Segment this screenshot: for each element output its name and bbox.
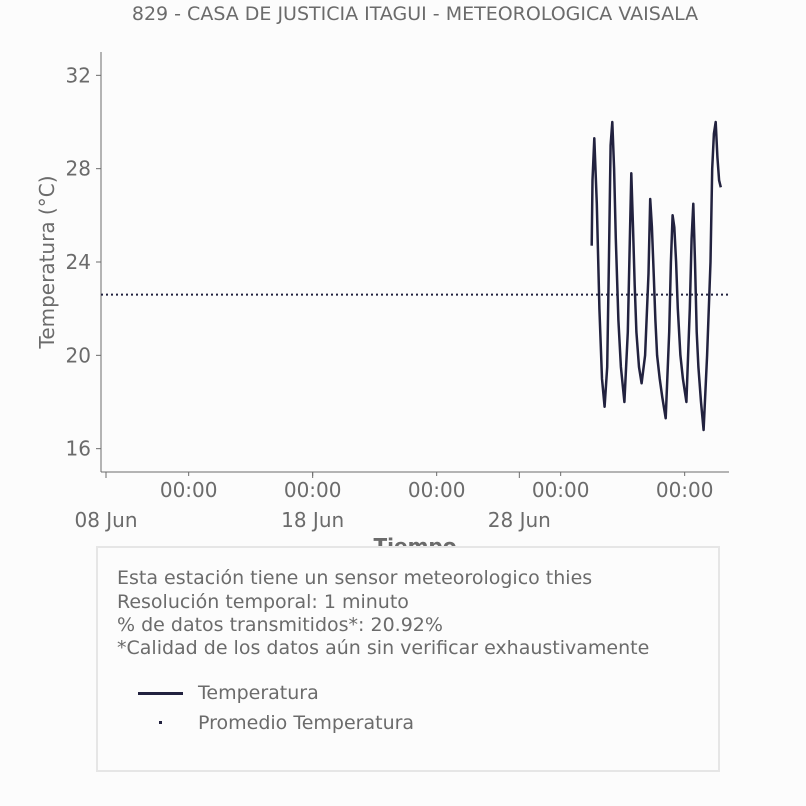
transmitted-data-note: % de datos transmitidos*: 20.92% xyxy=(117,614,443,636)
legend-dot-swatch xyxy=(159,721,162,724)
x-minor-tick-label: 00:00 xyxy=(532,478,590,502)
x-major-tick-label: 18 Jun xyxy=(281,508,344,532)
y-axis-ticks: 16 20 24 28 32 xyxy=(66,63,101,461)
legend-item-temperatura: Temperatura xyxy=(138,681,538,705)
series-layer xyxy=(101,120,729,432)
x-minor-tick-label: 00:00 xyxy=(408,478,466,502)
x-major-tick-label: 28 Jun xyxy=(488,508,551,532)
temporal-resolution-note: Resolución temporal: 1 minuto xyxy=(117,591,409,613)
y-tick-label: 24 xyxy=(66,250,91,274)
info-box: Esta estación tiene un sensor meteorolog… xyxy=(96,546,720,772)
x-minor-tick-label: 00:00 xyxy=(160,478,218,502)
chart-title: 829 - CASA DE JUSTICIA ITAGUI - METEOROL… xyxy=(132,3,698,25)
temperature-series-line xyxy=(590,120,723,432)
x-major-tick-label: 08 Jun xyxy=(74,508,137,532)
legend-label-temperatura: Temperatura xyxy=(198,682,319,704)
y-tick-label: 16 xyxy=(66,437,91,461)
legend-line-swatch xyxy=(138,692,183,695)
x-minor-tick-label: 00:00 xyxy=(656,478,714,502)
legend-item-promedio: Promedio Temperatura xyxy=(138,711,538,735)
x-axis-ticks: 00:00 00:00 00:00 00:00 00:00 08 Jun 18 Jun 28 … xyxy=(74,472,713,532)
station-sensor-note: Esta estación tiene un sensor meteorolog… xyxy=(117,567,593,589)
y-axis-label: Temperatura (°C) xyxy=(35,175,59,349)
data-quality-note: *Calidad de los datos aún sin verificar … xyxy=(117,637,650,659)
y-tick-label: 32 xyxy=(66,63,91,87)
legend-label-promedio: Promedio Temperatura xyxy=(198,712,415,734)
y-tick-label: 28 xyxy=(66,157,91,181)
x-minor-tick-label: 00:00 xyxy=(284,478,342,502)
y-tick-label: 20 xyxy=(66,343,91,367)
